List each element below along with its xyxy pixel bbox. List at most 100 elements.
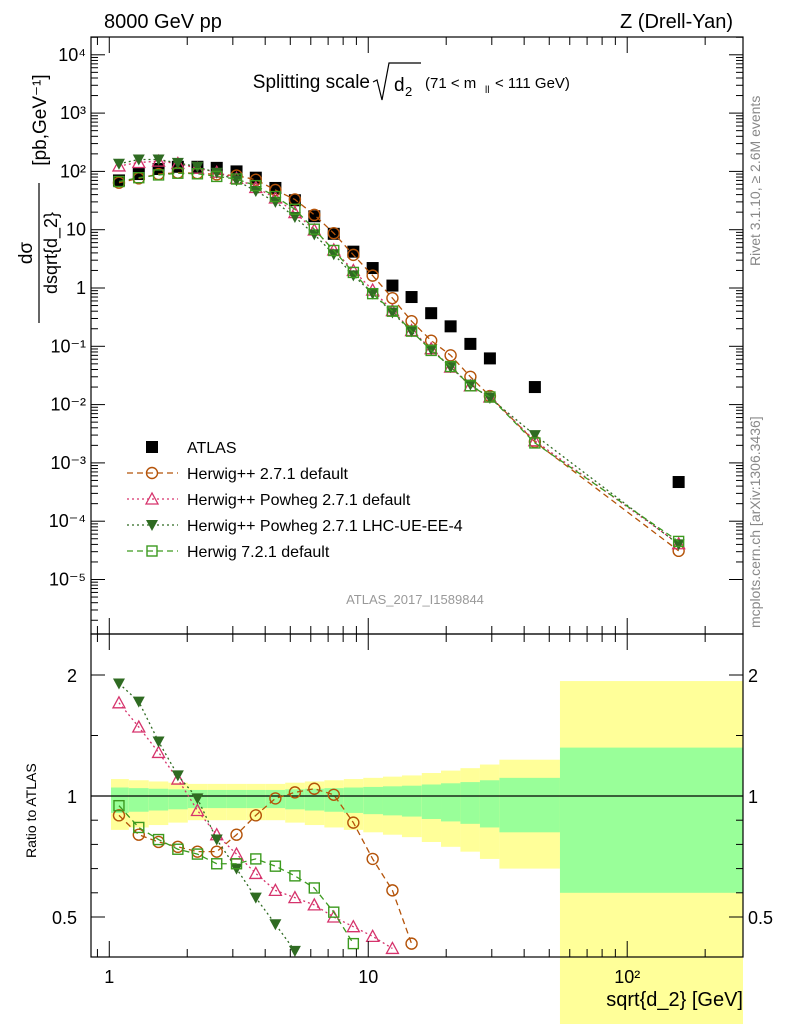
data-point-lhcue [386,307,399,319]
uncertainty-band-inner [207,789,227,809]
x-axis-label: sqrt{d_2} [GeV] [606,989,743,1011]
sqrt-var-index: 2 [405,84,412,99]
ratio-ytick-label-right: 0.5 [748,908,773,928]
legend-marker-herwig7 [146,545,158,557]
data-point-herwig7 [269,190,282,203]
data-point-herwig7 [484,391,496,403]
data-point-atlas [483,352,496,365]
ratio-point-powheg [248,866,263,880]
data-point-herwig7 [133,171,145,184]
uncertainty-band-inner [421,784,442,819]
data-point-lhcue [112,158,125,170]
uncertainty-band-inner [343,787,364,813]
data-point-herwigpp [424,334,438,347]
data-point-herwig7 [230,173,243,185]
ratio-point-lhcue [288,945,301,957]
data-point-herwig7 [328,244,340,257]
series-herwig7 [113,167,685,548]
ratio-point-herwig7 [191,848,204,860]
legend-marker-atlas [146,441,158,453]
uncertainty-band-inner [148,788,169,811]
ratio-point-lhcue [191,793,204,805]
uncertainty-band-inner [479,780,500,828]
legend-marker-powheg [144,491,160,505]
series-line-lhcue [118,158,680,545]
data-point-lhcue [132,154,145,166]
ratio-point-herwigpp [288,786,302,799]
ratio-point-lhcue [171,770,184,782]
data-point-herwig7 [529,437,541,449]
legend-label-lhcue: Herwig++ Powheg 2.7.1 LHC-UE-EE-4 [187,518,463,535]
data-point-herwigpp [308,208,321,222]
data-point-herwigpp [366,269,379,282]
ratio-point-powheg [385,941,400,955]
process-label: Z (Drell-Yan) [620,11,733,33]
uncertainty-band-inner [382,786,402,816]
plot-title-sub-index: ll [485,85,489,96]
data-point-herwig7 [405,325,418,337]
analysis-watermark: ATLAS_2017_I1589844 [346,592,484,607]
rivet-label: Rivet 3.1.10, ≥ 2.6M events [747,96,763,266]
data-point-herwigpp [327,227,340,240]
ratio-point-herwigpp [132,828,145,841]
ratio-point-lhcue [132,696,145,708]
uncertainty-band-inner [559,747,743,893]
main-ytick-label: 10⁻¹ [50,336,86,356]
data-point-powheg [527,433,542,447]
ratio-point-herwig7 [172,843,184,855]
data-point-powheg [111,158,127,172]
legend-label-herwigpp: Herwig++ 2.7.1 default [187,466,349,483]
ratio-ytick-label-right: 1 [748,787,758,807]
sqrt-symbol [372,62,421,101]
legend-marker-herwigpp [145,466,159,480]
uncertainty-band-inner [285,789,305,810]
uncertainty-band-inner [441,783,461,822]
main-ytick-label: 10³ [60,103,86,123]
ratio-point-lhcue [269,919,282,931]
data-point-herwig7 [211,170,223,183]
data-point-herwig7 [366,287,379,300]
svg-text:[pb,GeV⁻¹]: [pb,GeV⁻¹] [30,74,51,165]
data-point-herwig7 [672,535,685,548]
ratio-ytick-label: 2 [67,666,77,686]
ratio-point-herwig7 [308,882,320,894]
ratio-point-powheg [346,919,361,933]
main-ylabel: dσ dsqrt{d_2} [pb,GeV⁻¹] [16,74,62,323]
uncertainty-band-inner [128,788,149,812]
data-point-herwigpp [269,183,282,197]
data-point-lhcue [528,430,541,442]
data-point-herwig7 [113,175,125,188]
ratio-point-herwigpp [230,828,243,841]
ratio-point-herwigpp [405,937,418,950]
legend-entry-powheg: Herwig++ Powheg 2.7.1 default [127,491,411,509]
ratio-line-herwig7 [118,805,354,944]
ratio-point-herwig7 [230,858,243,870]
data-point-lhcue [191,161,204,173]
series-line-herwigpp [118,172,680,552]
data-point-herwig7 [250,179,262,192]
main-ytick-label: 10⁻⁵ [49,570,86,590]
uncertainty-band-inner [168,789,188,810]
data-point-powheg [190,160,205,174]
legend-marker-lhcue [146,520,158,531]
main-ytick-label: 10² [60,161,86,181]
legend: ATLAS Herwig++ 2.7.1 default Herwig++ Powh… [127,440,463,561]
ratio-point-herwigpp [152,835,165,849]
data-point-atlas [425,307,438,320]
ratio-series-herwig7 [113,799,360,950]
data-point-atlas [672,476,685,489]
uncertainty-band-inner [460,782,480,824]
ratio-point-lhcue [152,736,165,748]
ratio-point-powheg [131,719,146,733]
data-point-lhcue [366,288,379,300]
plot-title-sub: (71 < m [425,75,476,92]
uncertainty-band-inner [246,789,266,809]
ratio-point-herwigpp [327,788,340,801]
ratio-point-herwigpp [269,792,282,805]
ratio-point-herwig7 [347,937,360,950]
ratio-ytick-label-right: 2 [748,666,758,686]
legend-label-atlas: ATLAS [187,440,237,457]
main-ytick-label: 10⁻³ [50,453,86,473]
ratio-point-lhcue [249,892,262,904]
